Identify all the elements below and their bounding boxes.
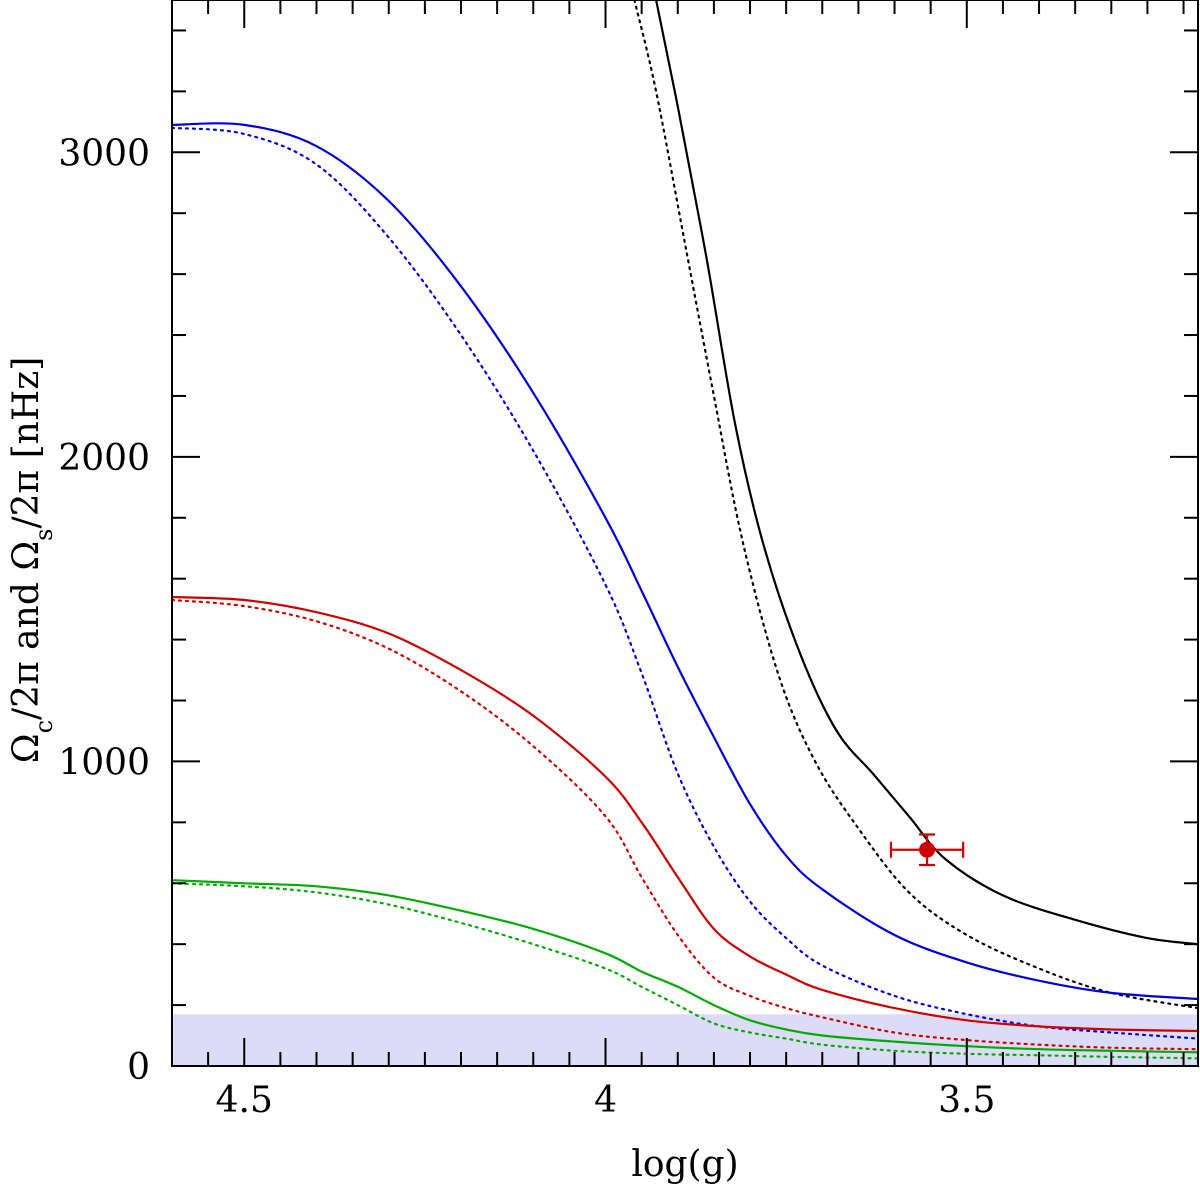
- series-line-4-solid: [172, 595, 1198, 1033]
- series-line-0-solid: [655, 0, 1198, 946]
- series-line-7-dotted: [172, 882, 1198, 1060]
- x-axis-label: log(g): [631, 1144, 738, 1185]
- series-line-3-dotted: [172, 126, 1198, 1040]
- series-line-1-dotted: [633, 0, 1198, 1010]
- series-layer: [172, 0, 1198, 1060]
- series-line-2-solid: [172, 122, 1198, 1001]
- series-line-5-dotted: [172, 598, 1198, 1051]
- tick-layer: [171, 0, 1198, 1067]
- x-tick-label: 3.5: [938, 1080, 995, 1121]
- shaded-band: [172, 1014, 1198, 1066]
- y-axis-label: Ωc/2π and Ωs/2π [nHz]: [6, 357, 58, 764]
- x-tick-label: 4: [594, 1080, 617, 1121]
- plot-frame: [171, 0, 1199, 1067]
- tick-label-layer: 0 1000 2000 3000 4.5 4 3.5: [58, 133, 995, 1121]
- series-line-6-solid: [172, 879, 1198, 1054]
- data-point-layer: [889, 833, 965, 867]
- y-tick-label: 1000: [58, 742, 150, 783]
- data-point-marker: [919, 841, 936, 858]
- y-tick-label: 2000: [58, 438, 150, 479]
- shaded-band-layer: [172, 1014, 1198, 1066]
- y-tick-label: 0: [127, 1047, 150, 1088]
- x-tick-label: 4.5: [216, 1080, 273, 1121]
- y-tick-label: 3000: [58, 133, 150, 174]
